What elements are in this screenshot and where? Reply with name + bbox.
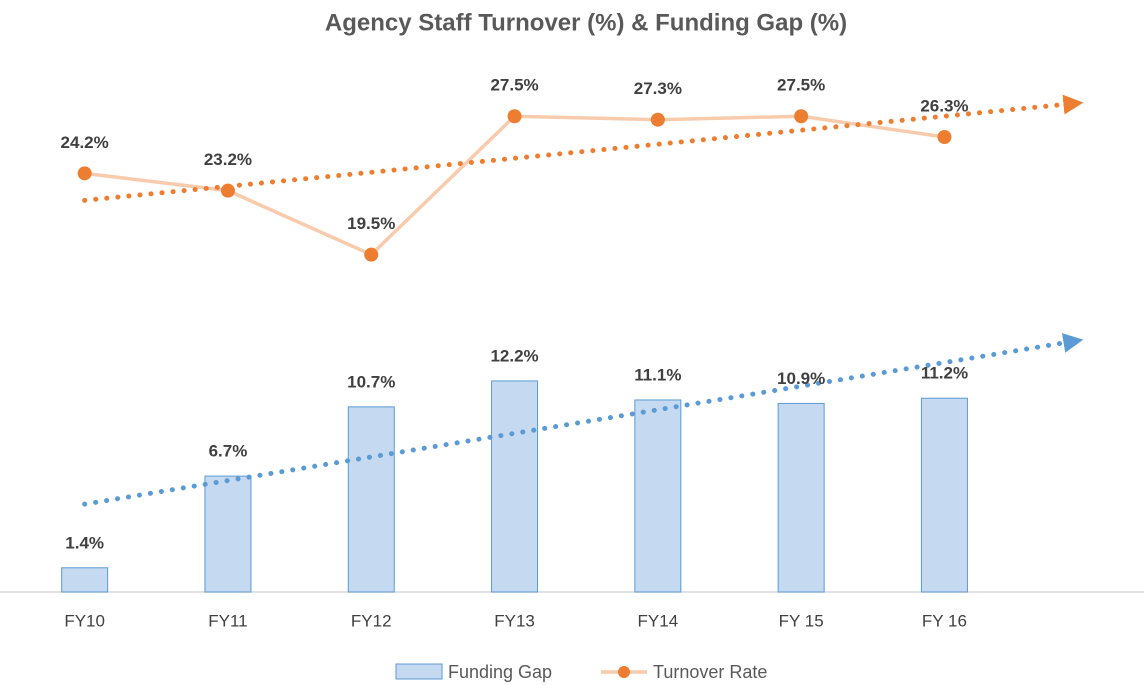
- marker: [364, 247, 379, 262]
- x-tick-label: FY14: [638, 611, 679, 630]
- data-label: 24.2%: [61, 133, 109, 152]
- marker: [507, 109, 522, 124]
- trendline: [82, 94, 1084, 203]
- data-label: 27.3%: [634, 79, 682, 98]
- legend-swatch: [618, 666, 630, 678]
- x-tick-label: FY13: [494, 611, 535, 630]
- bar: [777, 402, 825, 593]
- data-label: 11.1%: [634, 365, 681, 384]
- bar: [347, 406, 395, 593]
- marker: [220, 183, 235, 198]
- data-label: 10.7%: [347, 372, 395, 391]
- legend-swatch: [395, 663, 443, 680]
- data-label: 6.7%: [209, 442, 248, 461]
- data-label: 27.5%: [777, 76, 825, 95]
- bar: [491, 380, 539, 593]
- bar: [920, 397, 968, 593]
- data-label: 27.5%: [490, 76, 538, 95]
- data-label: 23.2%: [204, 150, 252, 169]
- data-label: 11.2%: [921, 364, 968, 383]
- trendline: [82, 333, 1084, 507]
- marker: [937, 130, 952, 145]
- marker: [650, 112, 665, 127]
- data-label: 1.4%: [65, 533, 104, 552]
- data-label: 19.5%: [347, 214, 395, 233]
- x-tick-label: FY 16: [922, 611, 967, 630]
- legend-label: Funding Gap: [448, 662, 552, 682]
- marker: [794, 109, 809, 124]
- line: [84, 114, 945, 257]
- bar: [204, 475, 252, 593]
- x-tick-label: FY11: [208, 611, 247, 630]
- data-label: 10.9%: [777, 369, 825, 388]
- x-tick-label: FY12: [351, 611, 392, 630]
- x-tick-label: FY 15: [779, 611, 824, 630]
- bar: [634, 399, 682, 593]
- x-tick-label: FY10: [64, 611, 105, 630]
- data-label: 12.2%: [490, 346, 538, 365]
- data-label: 26.3%: [920, 96, 968, 115]
- legend-label: Turnover Rate: [653, 662, 767, 682]
- marker: [77, 166, 92, 181]
- bar: [61, 567, 109, 593]
- chart-title: Agency Staff Turnover (%) & Funding Gap …: [325, 9, 847, 36]
